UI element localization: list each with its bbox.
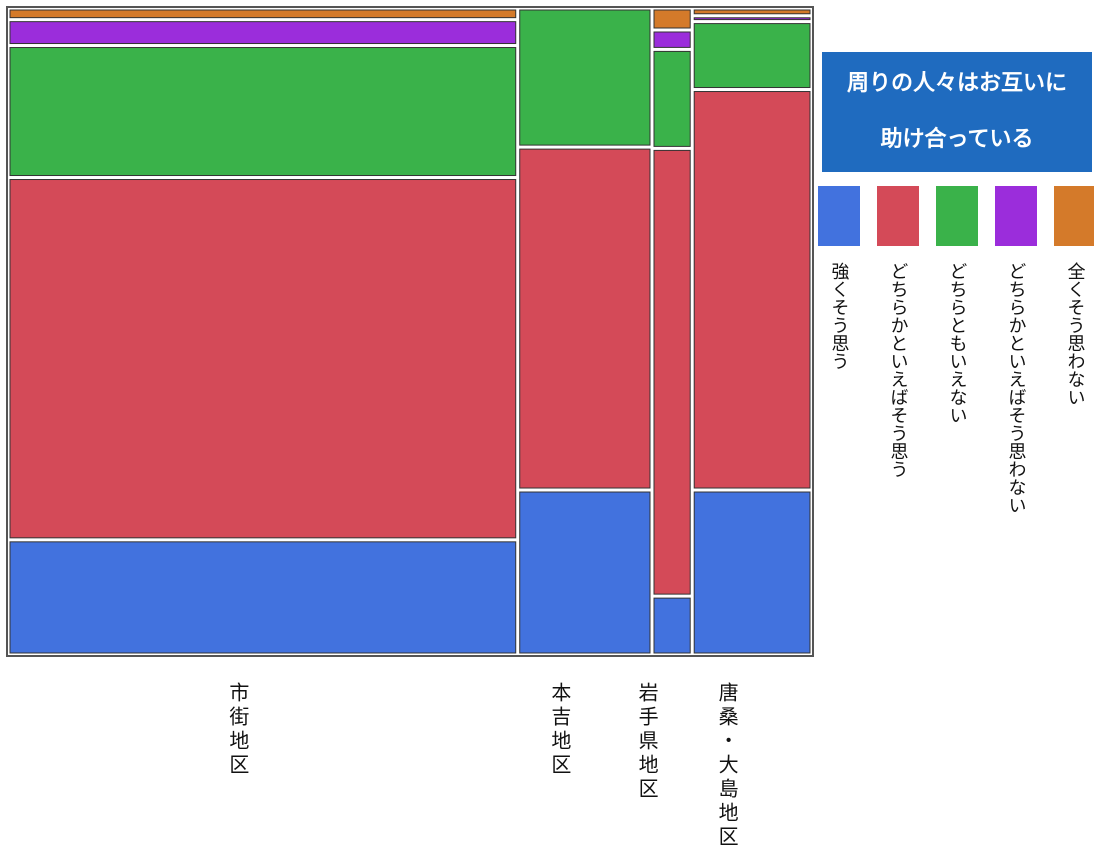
mosaic-cell bbox=[693, 23, 811, 89]
legend-swatch bbox=[877, 186, 919, 246]
mosaic-cell bbox=[653, 149, 691, 595]
legend-swatch bbox=[995, 186, 1037, 246]
mosaic-cell bbox=[653, 597, 691, 654]
mosaic-cell bbox=[653, 9, 691, 29]
mosaic-cell bbox=[519, 9, 651, 146]
legend-label: どちらともいえない bbox=[947, 262, 968, 424]
legend-label: どちらかといえばそう思う bbox=[888, 262, 909, 478]
legend-swatch bbox=[818, 186, 860, 246]
mosaic-cell bbox=[519, 148, 651, 489]
mosaic-cell bbox=[693, 17, 811, 21]
mosaic-cell bbox=[9, 21, 517, 45]
legend-swatch bbox=[1054, 186, 1094, 246]
mosaic-cell bbox=[693, 491, 811, 654]
mosaic-cell bbox=[693, 9, 811, 15]
mosaic-cell bbox=[519, 491, 651, 654]
x-category-label: 本吉地区 bbox=[548, 682, 572, 778]
legend-label: どちらかといえばそう思わない bbox=[1006, 262, 1027, 514]
mosaic-cell bbox=[693, 91, 811, 489]
mosaic-cell bbox=[653, 31, 691, 48]
mosaic-cell bbox=[9, 179, 517, 539]
legend-label: 全くそう思わない bbox=[1065, 262, 1086, 406]
mosaic-cell bbox=[9, 541, 517, 654]
x-category-label: 唐桑・大島地区 bbox=[715, 682, 739, 850]
legend-label: 強くそう思う bbox=[829, 262, 850, 370]
legend-swatch bbox=[936, 186, 978, 246]
x-category-label: 市街地区 bbox=[226, 682, 250, 778]
mosaic-cell bbox=[9, 47, 517, 177]
mosaic-cell bbox=[653, 50, 691, 147]
x-category-label: 岩手県地区 bbox=[635, 682, 659, 802]
legend-title: 周りの人々はお互いに助け合っている bbox=[822, 52, 1092, 172]
mosaic-cell bbox=[9, 9, 517, 19]
